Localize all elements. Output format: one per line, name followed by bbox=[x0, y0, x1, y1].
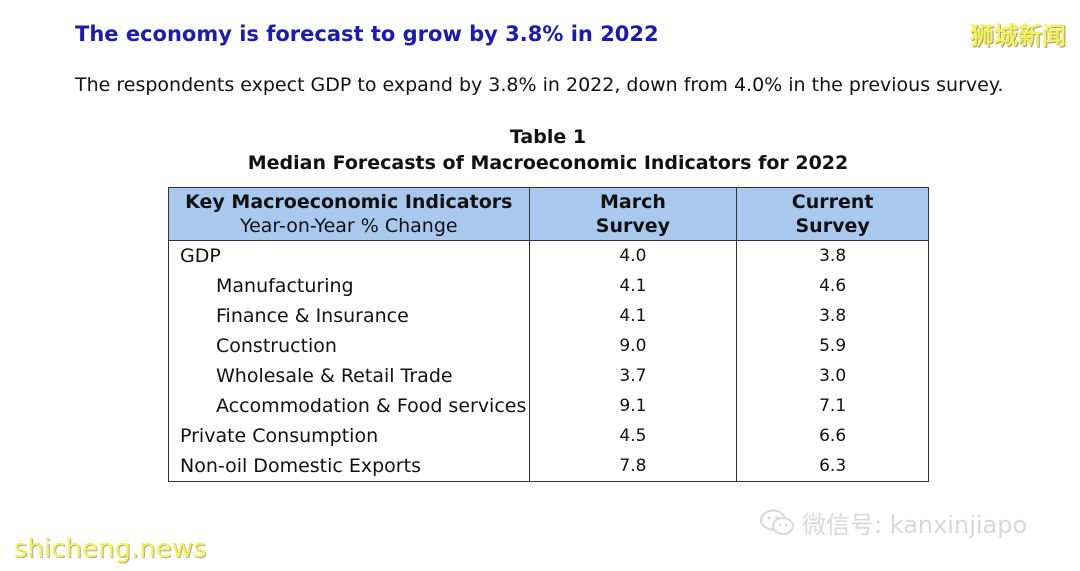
march-value: 4.1 bbox=[528, 301, 738, 331]
header-indicators-sub: Year-on-Year % Change bbox=[240, 215, 458, 237]
table-row: GDP 4.0 3.8 bbox=[168, 240, 929, 271]
header-current-line2: Survey bbox=[795, 215, 870, 237]
intro-paragraph: The respondents expect GDP to expand by … bbox=[75, 74, 1004, 96]
current-value: 3.0 bbox=[736, 361, 929, 391]
table-header-row: Key Macroeconomic Indicators Year-on-Yea… bbox=[168, 187, 929, 241]
table-row: Manufacturing 4.1 4.6 bbox=[168, 271, 929, 301]
table-number: Table 1 bbox=[509, 126, 587, 148]
current-value: 7.1 bbox=[736, 391, 929, 421]
current-value: 5.9 bbox=[736, 331, 929, 361]
header-march-line1: March bbox=[599, 191, 666, 213]
current-value: 3.8 bbox=[736, 240, 929, 271]
header-march-line2: Survey bbox=[595, 215, 671, 237]
header-current-survey: Current Survey bbox=[736, 187, 929, 241]
row-label: Accommodation & Food services bbox=[168, 391, 530, 421]
header-march-survey: March Survey bbox=[528, 187, 738, 241]
row-label: Wholesale & Retail Trade bbox=[168, 361, 530, 391]
table-row: Accommodation & Food services 9.1 7.1 bbox=[168, 391, 929, 421]
table-row: Construction 9.0 5.9 bbox=[168, 331, 929, 361]
march-value: 3.7 bbox=[528, 361, 738, 391]
table-row: Finance & Insurance 4.1 3.8 bbox=[168, 301, 929, 331]
header-current-line1: Current bbox=[791, 191, 874, 213]
table-row: Non-oil Domestic Exports 7.8 6.3 bbox=[168, 451, 929, 482]
table-row: Private Consumption 4.5 6.6 bbox=[168, 421, 929, 451]
row-label: GDP bbox=[168, 240, 530, 271]
current-value: 6.6 bbox=[736, 421, 929, 451]
table-caption: Median Forecasts of Macroeconomic Indica… bbox=[247, 152, 849, 174]
watermark-top-right: 狮城新闻 bbox=[970, 22, 1066, 50]
current-value: 4.6 bbox=[736, 271, 929, 301]
row-label: Private Consumption bbox=[168, 421, 530, 451]
current-value: 3.8 bbox=[736, 301, 929, 331]
table-row: Wholesale & Retail Trade 3.7 3.0 bbox=[168, 361, 929, 391]
header-indicators-main: Key Macroeconomic Indicators bbox=[185, 191, 513, 213]
march-value: 4.5 bbox=[528, 421, 738, 451]
march-value: 9.1 bbox=[528, 391, 738, 421]
row-label: Manufacturing bbox=[168, 271, 530, 301]
march-value: 9.0 bbox=[528, 331, 738, 361]
wechat-icon bbox=[760, 509, 794, 537]
section-heading: The economy is forecast to grow by 3.8% … bbox=[75, 22, 659, 46]
watermark-wechat: 微信号: kanxinjiapo bbox=[760, 505, 1027, 540]
current-value: 6.3 bbox=[736, 451, 929, 482]
march-value: 4.0 bbox=[528, 240, 738, 271]
wechat-id: 微信号: kanxinjiapo bbox=[802, 511, 1028, 539]
table-title: Table 1 Median Forecasts of Macroeconomi… bbox=[168, 124, 928, 176]
watermark-site: shicheng.news bbox=[14, 534, 207, 564]
header-indicators: Key Macroeconomic Indicators Year-on-Yea… bbox=[168, 187, 530, 241]
march-value: 4.1 bbox=[528, 271, 738, 301]
march-value: 7.8 bbox=[528, 451, 738, 482]
macro-indicators-table: Key Macroeconomic Indicators Year-on-Yea… bbox=[168, 187, 929, 482]
row-label: Non-oil Domestic Exports bbox=[168, 451, 530, 482]
row-label: Finance & Insurance bbox=[168, 301, 530, 331]
row-label: Construction bbox=[168, 331, 530, 361]
